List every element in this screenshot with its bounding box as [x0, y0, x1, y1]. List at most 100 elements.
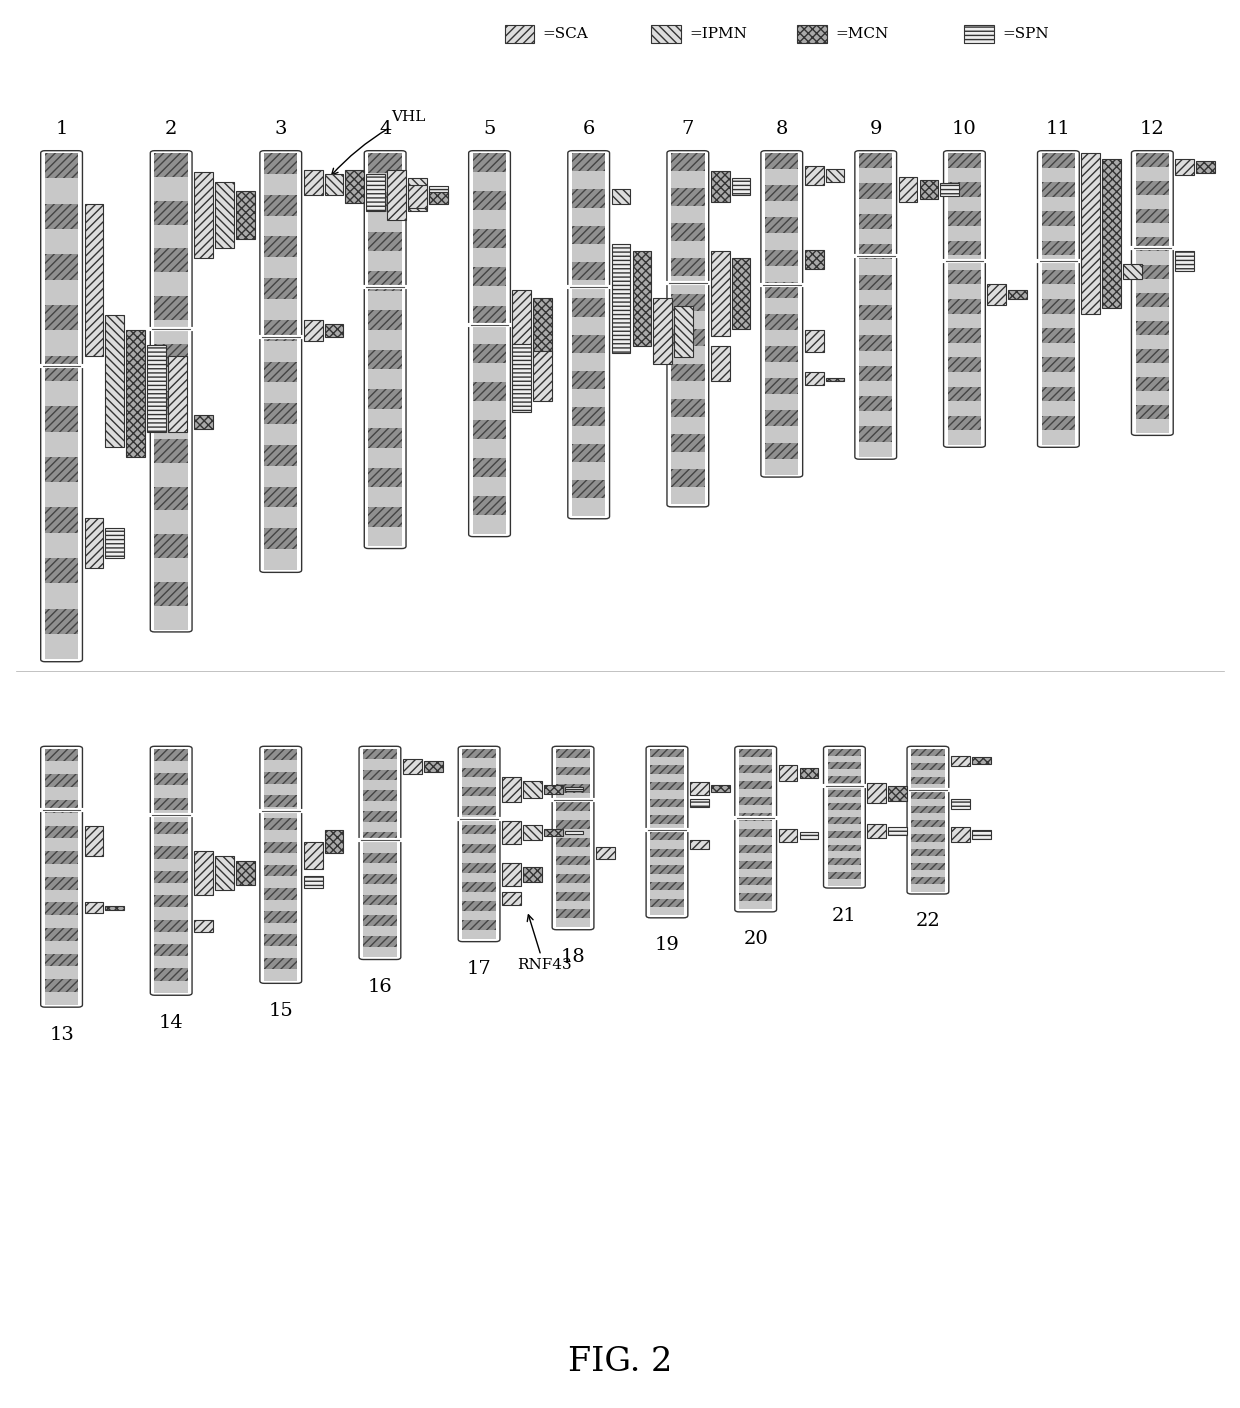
Bar: [1042, 270, 1075, 284]
Bar: [45, 456, 78, 482]
Bar: [671, 452, 704, 469]
Bar: [557, 891, 590, 901]
Bar: [155, 320, 188, 344]
Bar: [739, 829, 773, 838]
Bar: [947, 270, 981, 284]
Bar: [650, 790, 683, 798]
Bar: [739, 845, 773, 853]
Bar: [148, 345, 166, 431]
Bar: [828, 769, 861, 776]
Bar: [765, 314, 799, 329]
Bar: [84, 903, 103, 912]
Bar: [126, 331, 145, 456]
Bar: [368, 487, 402, 507]
Bar: [920, 180, 939, 199]
Bar: [828, 804, 861, 811]
Bar: [650, 832, 683, 841]
Bar: [828, 776, 861, 783]
Bar: [472, 191, 506, 210]
Bar: [1136, 265, 1169, 279]
Bar: [368, 193, 402, 213]
Bar: [911, 856, 945, 863]
Bar: [363, 936, 397, 946]
Bar: [463, 805, 496, 815]
Bar: [826, 169, 844, 182]
Bar: [463, 901, 496, 911]
Bar: [1136, 182, 1169, 196]
Bar: [1042, 328, 1075, 342]
Bar: [911, 805, 945, 812]
Bar: [765, 329, 799, 346]
Bar: [972, 831, 991, 839]
Bar: [650, 815, 683, 824]
Bar: [1008, 290, 1027, 298]
Bar: [671, 346, 704, 363]
Bar: [1136, 153, 1169, 168]
Bar: [45, 507, 78, 532]
Bar: [557, 803, 590, 811]
Bar: [472, 248, 506, 268]
Bar: [632, 251, 651, 345]
Bar: [1136, 335, 1169, 349]
Bar: [911, 835, 945, 842]
Bar: [264, 888, 298, 900]
Bar: [45, 800, 78, 812]
Bar: [911, 756, 945, 763]
Bar: [828, 872, 861, 879]
Bar: [739, 773, 773, 781]
Bar: [650, 874, 683, 881]
Bar: [363, 749, 397, 759]
Bar: [947, 182, 981, 197]
Bar: [557, 865, 590, 874]
Bar: [828, 817, 861, 824]
Bar: [472, 420, 506, 439]
Bar: [264, 865, 298, 876]
Bar: [572, 444, 605, 462]
Bar: [45, 583, 78, 608]
Bar: [739, 749, 773, 756]
Bar: [155, 248, 188, 272]
Bar: [859, 153, 893, 168]
Bar: [155, 534, 188, 558]
Bar: [1136, 182, 1169, 196]
Bar: [368, 232, 402, 252]
Bar: [859, 411, 893, 427]
Bar: [739, 869, 773, 877]
Bar: [512, 290, 531, 363]
Bar: [463, 911, 496, 921]
Bar: [368, 467, 402, 487]
Bar: [765, 459, 799, 474]
Bar: [264, 853, 298, 865]
Bar: [859, 335, 893, 351]
Bar: [264, 749, 298, 760]
Bar: [650, 857, 683, 866]
Bar: [463, 815, 496, 825]
Bar: [739, 781, 773, 788]
Bar: [264, 445, 298, 466]
Bar: [911, 812, 945, 819]
Bar: [671, 382, 704, 398]
Bar: [155, 919, 188, 932]
Bar: [828, 817, 861, 824]
Bar: [523, 867, 542, 881]
Bar: [45, 865, 78, 877]
Bar: [155, 749, 188, 760]
Bar: [859, 183, 893, 199]
Bar: [368, 428, 402, 448]
Bar: [1136, 377, 1169, 391]
Text: 12: 12: [1140, 120, 1164, 138]
Bar: [739, 765, 773, 773]
Bar: [105, 528, 124, 558]
Bar: [572, 298, 605, 317]
Bar: [951, 828, 970, 842]
Bar: [689, 781, 709, 796]
Bar: [155, 943, 188, 956]
Bar: [463, 853, 496, 863]
Bar: [105, 907, 124, 910]
Bar: [947, 241, 981, 255]
Bar: [264, 528, 298, 549]
Bar: [739, 886, 773, 894]
Bar: [859, 427, 893, 442]
Bar: [195, 852, 213, 895]
Bar: [888, 826, 906, 835]
